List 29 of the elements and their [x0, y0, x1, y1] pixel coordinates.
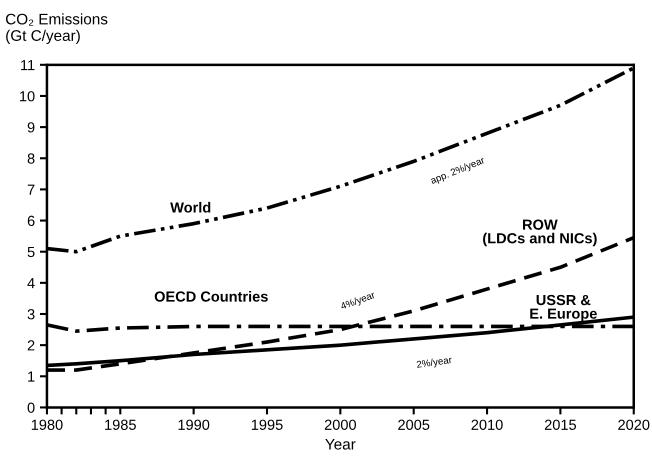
x-tick-label: 2010	[472, 420, 503, 430]
x-tick-label: 2020	[618, 420, 650, 430]
x-tick-label: 2000	[324, 420, 356, 430]
x-axis-title: Year	[325, 438, 356, 450]
x-tick-label: 1995	[252, 420, 283, 430]
y-axis-title: CO₂ Emissions (Gt C/year)	[6, 13, 108, 44]
y-tick-label: 11	[21, 60, 34, 70]
x-tick-label: 2005	[398, 420, 430, 430]
y-tick-label: 5	[28, 246, 35, 258]
y-tick-label: 8	[28, 153, 35, 164]
annotation: 4%/year	[340, 290, 376, 312]
y-tick-label: 0	[28, 402, 35, 413]
y-tick-label: 3	[28, 309, 34, 320]
x-tick-label: 1980	[32, 420, 63, 430]
series-label: World	[170, 202, 210, 213]
series-label: OECD Countries	[154, 291, 268, 302]
series-label: USSR & E. Europe	[530, 294, 597, 322]
y-tick-label: 4	[27, 278, 35, 288]
x-tick-label: 2015	[544, 420, 576, 430]
y-tick-label: 7	[28, 184, 34, 195]
series-label: ROW (LDCs and NICs)	[483, 219, 597, 246]
y-tick-label: 9	[28, 122, 34, 133]
x-tick-label: 1985	[105, 420, 136, 430]
x-tick-label: 1990	[178, 420, 210, 430]
y-tick-label: 6	[28, 216, 34, 226]
y-tick-label: 10	[20, 91, 35, 102]
y-tick-label: 1	[28, 372, 34, 382]
annotation: 2%/year	[416, 356, 452, 370]
y-tick-label: 2	[28, 340, 34, 350]
